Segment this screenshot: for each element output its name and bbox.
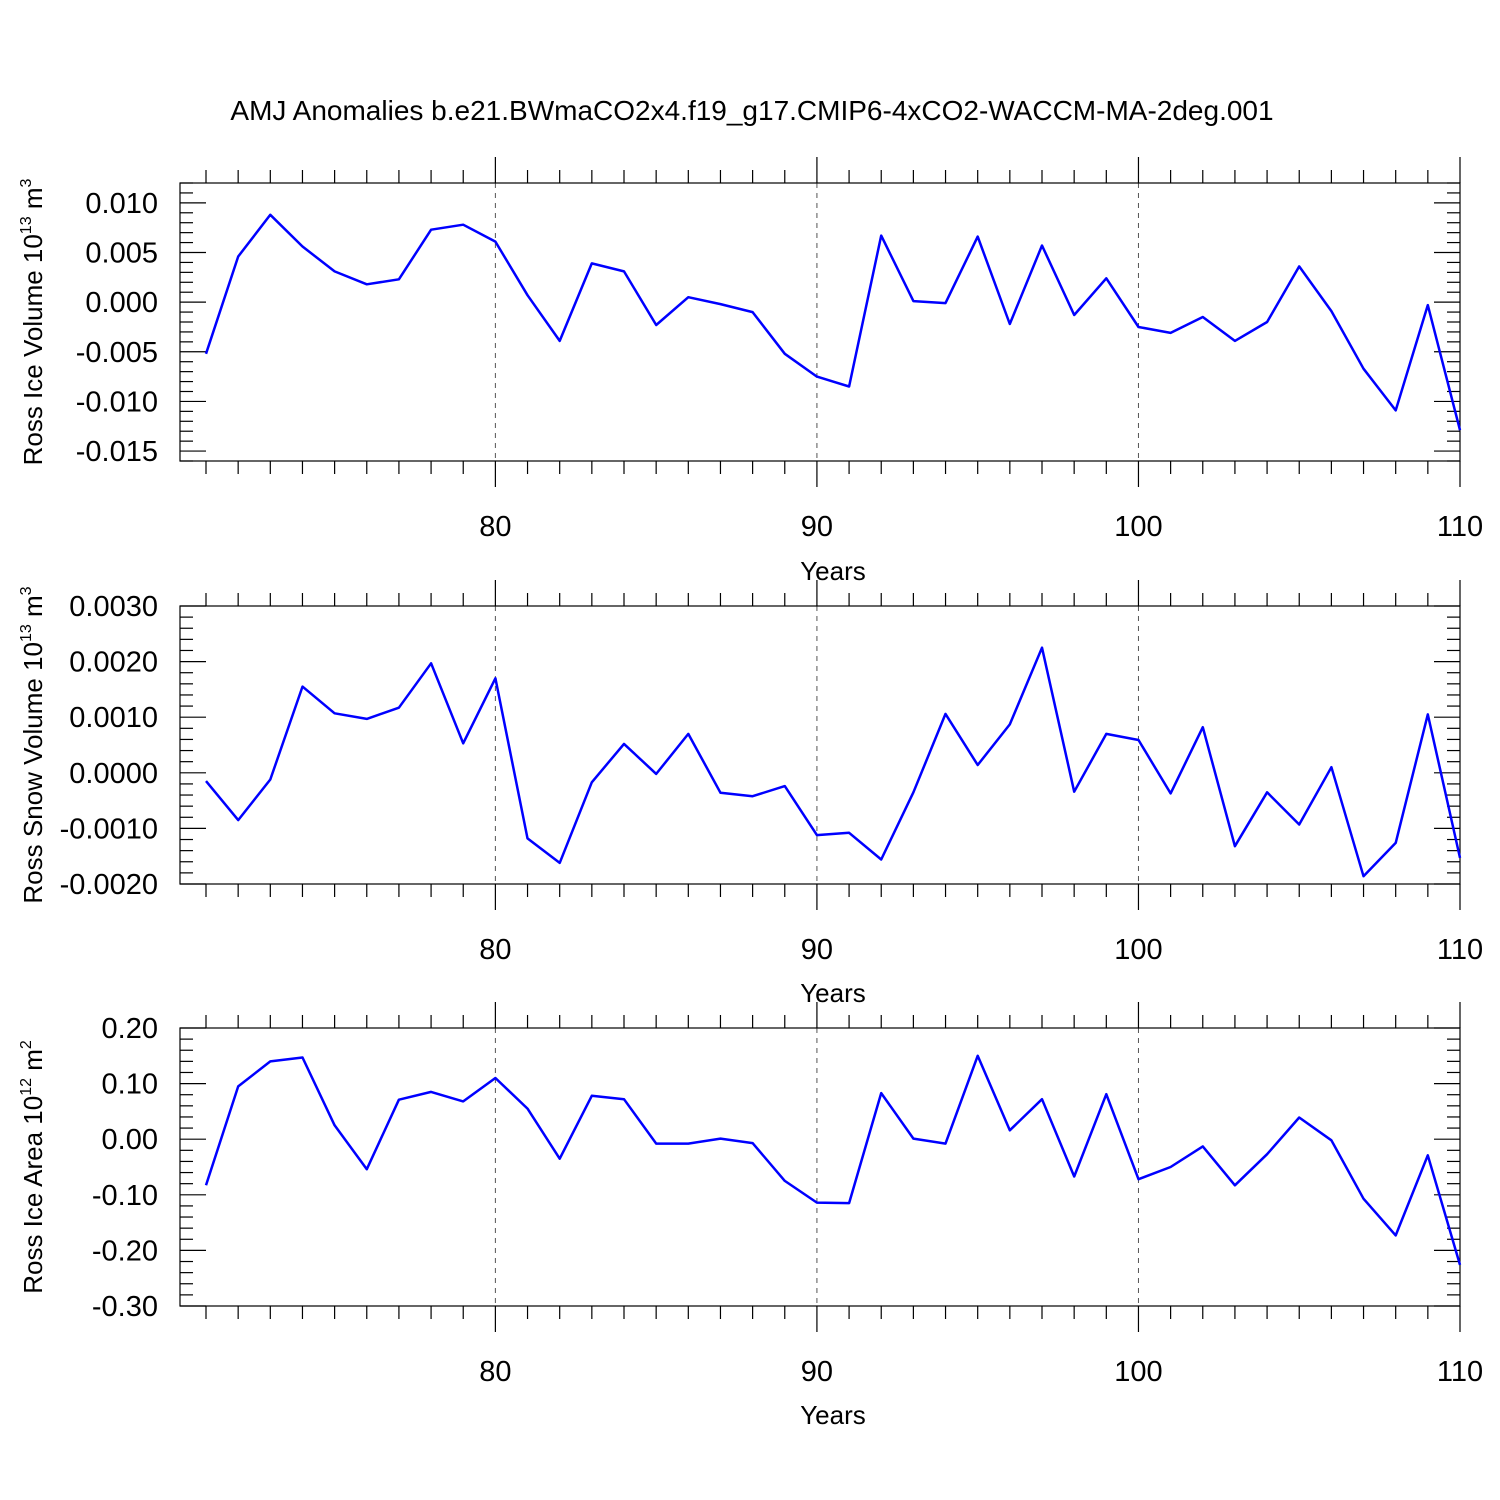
plot-frame [179,1027,1461,1307]
panel-3: 80 90 100 110 -0.30 -0.20 -0.10 0.00 0.10 0.20 Yea… [18,1002,1483,1430]
plot-frame [179,605,1461,885]
y-tick-label: 0.005 [85,238,158,270]
y-tick-label: 0.20 [102,1013,158,1045]
x-axis-label: Years [800,978,866,1008]
y-axis-label: Ross Ice Volume 1013 m3 [18,178,48,465]
x-tick-label: 100 [1114,1356,1162,1388]
y-tick-label: -0.010 [76,386,158,418]
y-axis-label: Ross Ice Area 1012 m2 [18,1040,48,1294]
x-tick-label: 110 [1437,1356,1483,1388]
series-line [204,213,1462,431]
y-tick-label: -0.10 [92,1180,158,1212]
x-tick-label: 110 [1437,934,1483,966]
y-tick-label: -0.20 [92,1235,158,1267]
x-axis-label: Years [800,1400,866,1430]
x-tick-label: 100 [1114,934,1162,966]
x-tick-label: 90 [801,1356,833,1388]
y-tick-label: 0.0010 [69,702,158,734]
panel-1: 80 90 100 110 -0.015 -0.010 -0.005 0.000 0.005 0.… [18,157,1483,586]
x-axis-label: Years [800,556,866,586]
y-tick-label: -0.0010 [60,813,158,845]
y-axis-label: Ross Snow Volume 1013 m3 [18,586,48,903]
y-tick-label: 0.00 [102,1124,158,1156]
y-tick-label: -0.30 [92,1291,158,1323]
x-tick-label: 100 [1114,511,1162,543]
x-tick-label: 80 [479,1356,511,1388]
y-tick-label: 0.000 [85,287,158,319]
x-tick-label: 90 [801,934,833,966]
y-tick-label: -0.015 [76,436,158,468]
panel-2: 80 90 100 110 -0.0020 -0.0010 0.0000 0.0010 0.00… [18,580,1483,1008]
y-tick-label: 0.0030 [69,591,158,623]
series-line [204,1054,1462,1266]
figure-title: AMJ Anomalies b.e21.BWmaCO2x4.f19_g17.CM… [230,95,1273,126]
x-tick-label: 80 [479,511,511,543]
x-tick-label: 90 [801,511,833,543]
y-tick-label: -0.0020 [60,869,158,901]
y-tick-label: 0.10 [102,1069,158,1101]
y-tick-label: -0.005 [76,337,158,369]
y-tick-label: 0.010 [85,188,158,220]
y-tick-label: 0.0020 [69,647,158,679]
x-tick-label: 110 [1437,511,1483,543]
series-line [205,646,1462,878]
x-tick-label: 80 [479,934,511,966]
y-tick-label: 0.0000 [69,758,158,790]
